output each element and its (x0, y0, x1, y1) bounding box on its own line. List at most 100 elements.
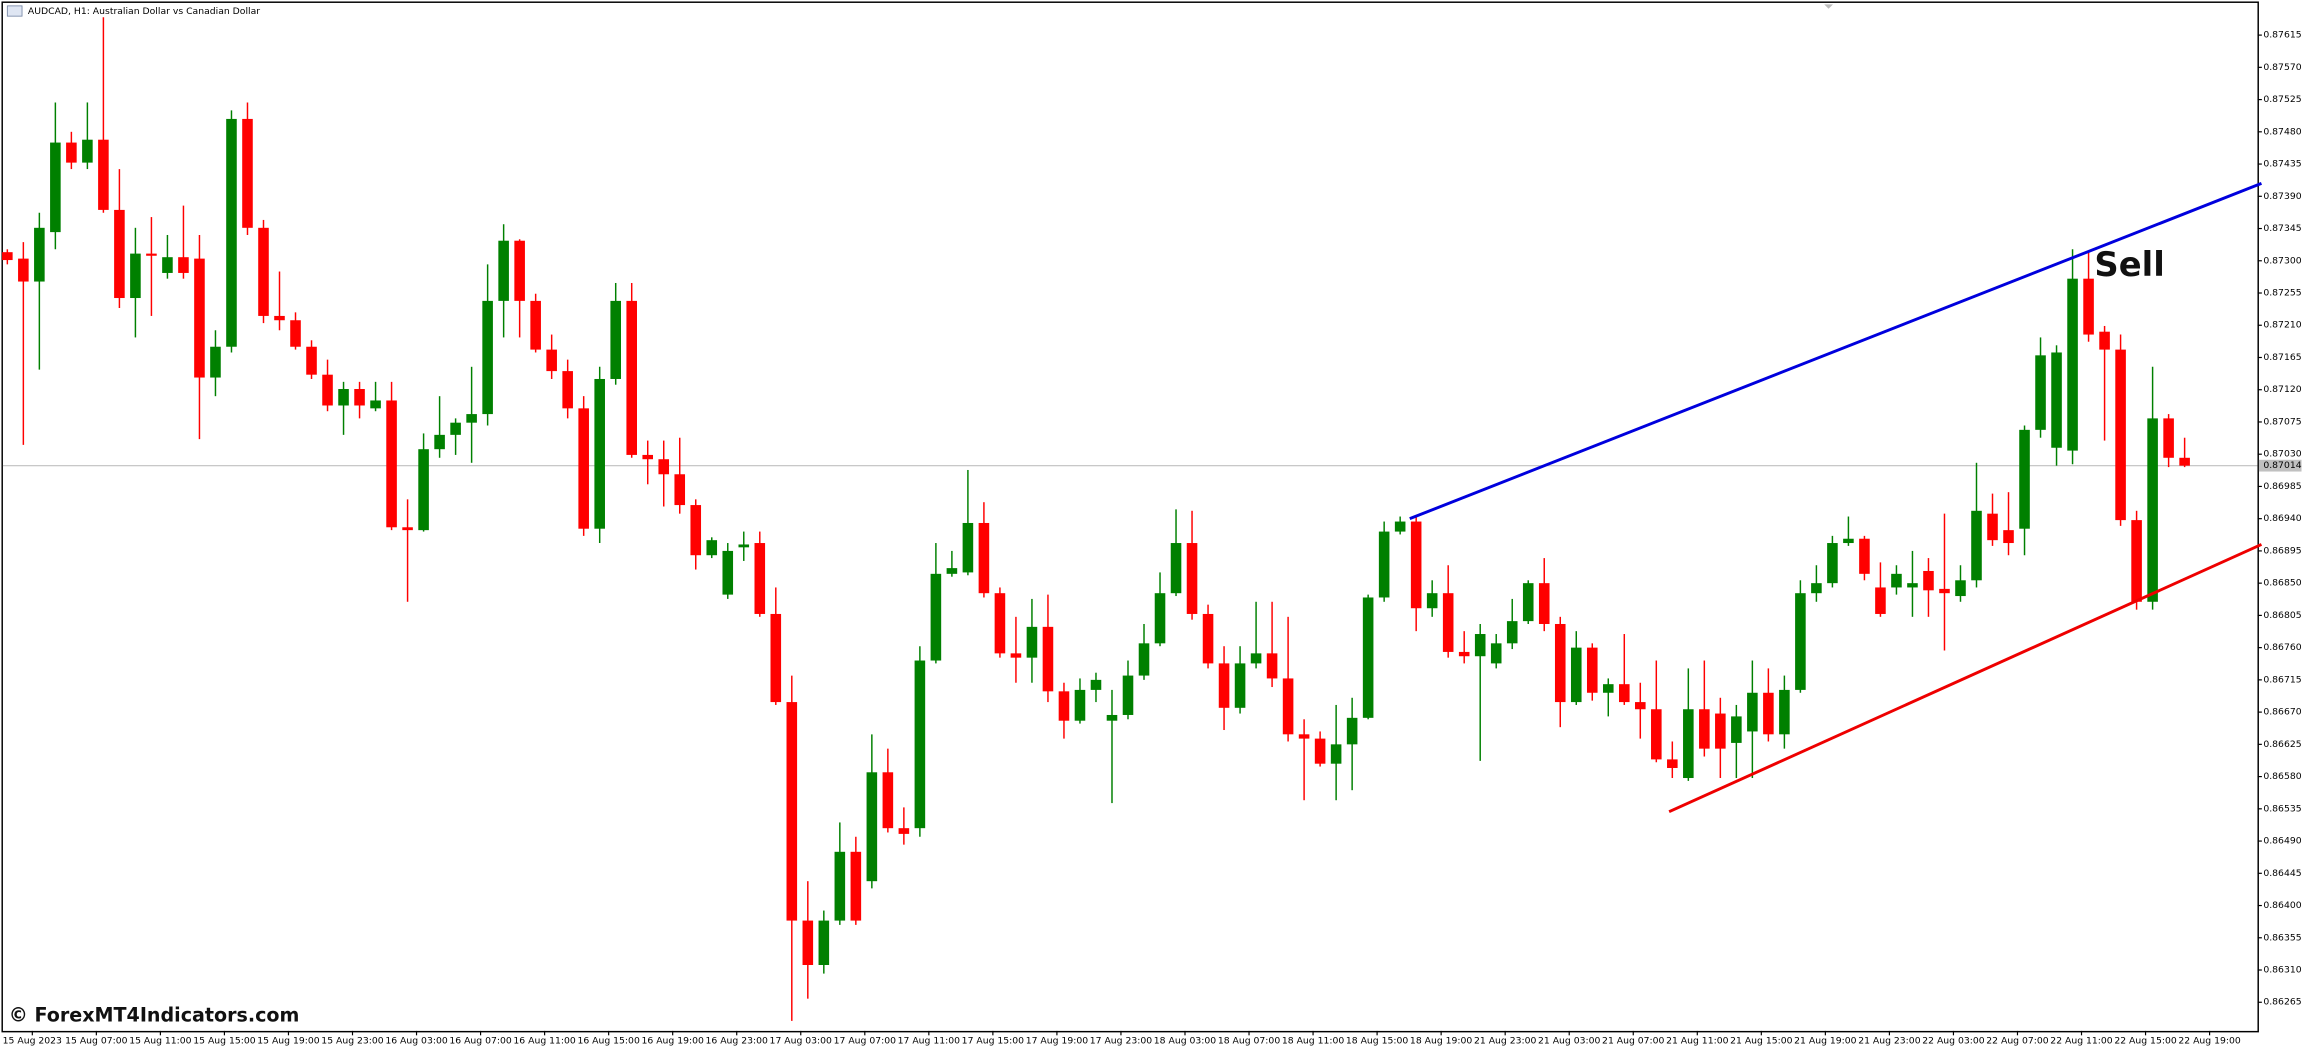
candle-body (274, 315, 285, 321)
candle-body (1554, 623, 1566, 703)
x-tick-label: 15 Aug 15:00 (193, 1036, 255, 1047)
candle-body (98, 139, 109, 210)
x-tick-label: 16 Aug 03:00 (385, 1036, 447, 1047)
y-tick-label: 0.87075 (2263, 416, 2301, 427)
candle-body (1090, 679, 1102, 690)
candle-body (114, 209, 125, 299)
candle-body (1458, 651, 1470, 657)
current-price-box (2258, 459, 2302, 472)
candle-body (1699, 709, 1710, 749)
candle-body (1891, 573, 1902, 588)
candle-body (594, 378, 605, 529)
candle-body (562, 371, 573, 409)
candle-body (34, 227, 45, 282)
candle-body (1442, 593, 1454, 652)
x-tick-label: 22 Aug 19:00 (2178, 1036, 2240, 1047)
candle-body (402, 527, 413, 531)
x-tick-label: 15 Aug 2023 (3, 1036, 62, 1047)
candle-body (1474, 634, 1486, 657)
candle-body (1987, 513, 1998, 541)
candle-body (2099, 331, 2110, 350)
candle-body (146, 253, 157, 256)
candle-body (1859, 538, 1870, 574)
candle-body (2051, 352, 2062, 448)
candle-body (738, 544, 750, 548)
x-tick-label: 16 Aug 11:00 (513, 1036, 575, 1047)
x-tick-label: 21 Aug 23:00 (1858, 1036, 1920, 1047)
candle-body (482, 300, 493, 415)
candle-body (866, 772, 878, 882)
candle-body (1282, 678, 1294, 735)
candle-body (1266, 653, 1278, 679)
candle-body (754, 543, 766, 614)
y-tick-label: 0.86805 (2263, 610, 2301, 621)
candle-body (1026, 626, 1038, 658)
candle-body (1330, 744, 1342, 764)
candle-body (770, 613, 782, 703)
candle-body (1955, 580, 1966, 597)
candle-body (1586, 647, 1598, 693)
candle-body (2035, 355, 2046, 430)
candle-body (2003, 530, 2014, 544)
x-tick-label: 16 Aug 23:00 (706, 1036, 768, 1047)
candle-body (258, 227, 269, 316)
candle-body (2163, 418, 2174, 458)
x-tick-label: 15 Aug 07:00 (65, 1036, 127, 1047)
candle-body (1827, 543, 1838, 584)
y-tick-label: 0.86760 (2263, 642, 2301, 653)
y-tick-label: 0.86940 (2263, 513, 2301, 524)
x-tick-label: 22 Aug 11:00 (2050, 1036, 2112, 1047)
candle-body (1731, 716, 1742, 743)
candle-body (130, 253, 141, 299)
candle-body (530, 300, 541, 350)
candle-body (1362, 597, 1374, 718)
candle-body (2179, 457, 2190, 466)
candle-body (354, 389, 365, 406)
candle-body (1971, 510, 1982, 581)
x-tick-label: 21 Aug 07:00 (1602, 1036, 1664, 1047)
candle-body (1186, 543, 1198, 614)
candle-body (2131, 520, 2142, 602)
scroll-marker (1824, 4, 1833, 9)
x-tick-label: 22 Aug 15:00 (2114, 1036, 2176, 1047)
x-tick-label: 16 Aug 15:00 (577, 1036, 639, 1047)
candle-body (786, 702, 798, 921)
candle-body (338, 389, 349, 406)
y-tick-label: 0.87210 (2263, 320, 2301, 331)
x-tick-label: 17 Aug 15:00 (962, 1036, 1024, 1047)
candle-body (1683, 709, 1694, 779)
candle-body (1394, 521, 1406, 532)
y-tick-label: 0.87480 (2263, 126, 2301, 137)
y-tick-label: 0.86895 (2263, 545, 2301, 556)
candle-body (1378, 531, 1390, 598)
candle-body (1939, 588, 1950, 594)
x-tick-label: 18 Aug 15:00 (1346, 1036, 1408, 1047)
annotation: Sell (2094, 245, 2164, 284)
y-tick-label: 0.86670 (2263, 707, 2301, 718)
x-tick-label: 18 Aug 19:00 (1410, 1036, 1472, 1047)
candle-body (2067, 278, 2078, 451)
candle-body (162, 257, 173, 273)
candle-body (930, 573, 942, 661)
candle-body (242, 118, 253, 228)
y-tick-label: 0.87615 (2263, 30, 2301, 41)
plot: 0.87615 0.87570 0.87525 0.87480 0.87435 0.873… (2, 17, 2302, 1047)
candle-body (1506, 621, 1518, 644)
candle-body (994, 593, 1006, 654)
candle-body (1907, 583, 1918, 588)
y-tick-label: 0.86535 (2263, 803, 2301, 814)
x-tick-label: 21 Aug 03:00 (1538, 1036, 1600, 1047)
candle-body (1202, 613, 1214, 664)
x-tick-label: 15 Aug 11:00 (129, 1036, 191, 1047)
x-tick-label: 17 Aug 03:00 (770, 1036, 832, 1047)
y-tick-label: 0.87120 (2263, 384, 2301, 395)
candle-body (1314, 738, 1326, 764)
candle-body (1074, 689, 1086, 721)
candle-body (210, 346, 221, 378)
x-tick-label: 17 Aug 23:00 (1090, 1036, 1152, 1047)
candle-body (978, 522, 990, 594)
candle-body (802, 920, 814, 965)
y-tick-label: 0.86355 (2263, 932, 2301, 943)
y-tick-label: 0.87435 (2263, 159, 2301, 170)
